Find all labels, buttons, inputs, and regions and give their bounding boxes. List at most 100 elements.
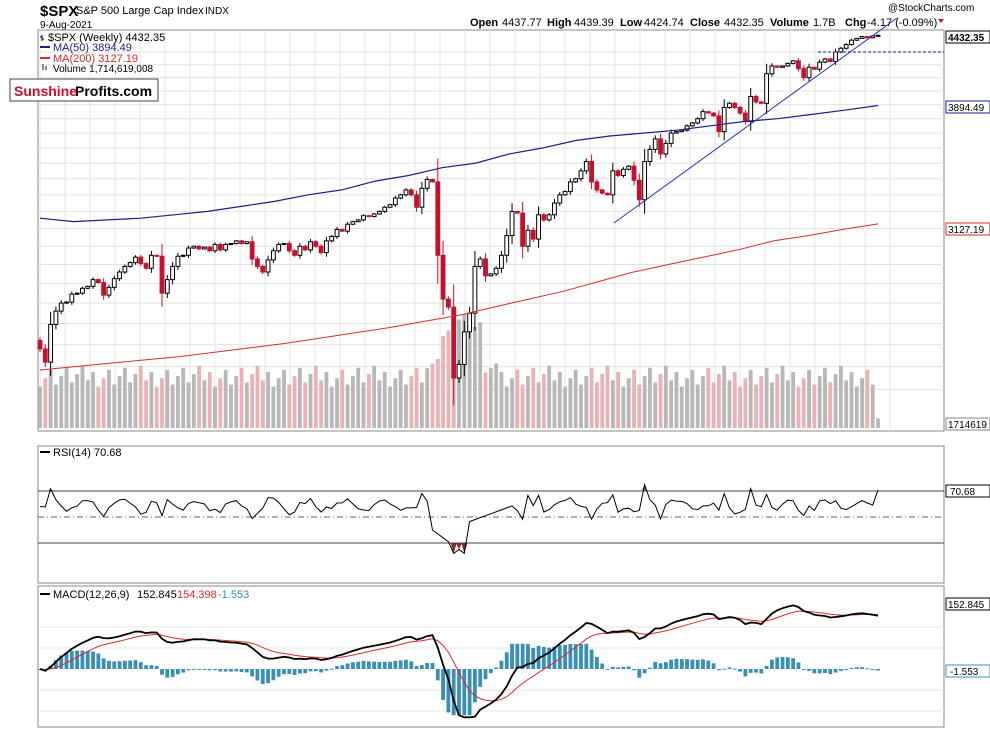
macd-hist-bar <box>860 667 864 669</box>
volume-bar <box>202 380 207 428</box>
macd-hist-bar <box>451 669 456 716</box>
exchange: INDX <box>205 6 229 17</box>
candle-body <box>339 228 345 232</box>
volume-bar <box>610 380 615 428</box>
volume-bar <box>324 371 329 428</box>
candle-body <box>451 306 457 379</box>
macd-hist-bar <box>801 668 806 670</box>
macd-hist-bar <box>663 662 668 669</box>
volume-bar <box>229 384 233 428</box>
candle-body <box>106 286 112 296</box>
macd-hist-bar <box>478 669 483 687</box>
volume-bar <box>616 371 621 428</box>
macd-hist-bar <box>817 669 822 674</box>
macd-hist-bar <box>276 669 281 677</box>
candle-body <box>589 161 595 183</box>
chart-date: 9-Aug-2021 <box>40 20 93 31</box>
volume-bar <box>626 378 631 428</box>
volume-bar <box>340 369 345 428</box>
candle-body <box>154 254 160 257</box>
volume-bar <box>796 386 801 428</box>
volume-bar <box>716 374 721 428</box>
candle-body <box>827 58 833 62</box>
volume-bar <box>91 371 95 428</box>
macd-hist-bar <box>653 662 658 669</box>
volume-bar <box>165 369 170 428</box>
candle-body <box>90 279 96 287</box>
macd-hist-bar <box>244 669 249 673</box>
volume-bar <box>276 378 281 428</box>
macd-hist-bar <box>701 659 705 669</box>
macd-hist-bar <box>308 669 313 672</box>
macd-hist-bar <box>202 668 207 670</box>
volume-bar <box>478 322 483 428</box>
macd-hist-bar <box>351 662 355 669</box>
volume-bar <box>85 380 90 428</box>
candle-body <box>689 122 695 127</box>
volume-bar <box>605 365 610 428</box>
chart-header: $SPX S&P 500 Large Cap Index INDX 9-Aug-… <box>40 3 974 31</box>
macd-hist-bar <box>669 659 674 669</box>
volume-bar <box>303 382 308 428</box>
macd-hist-bar <box>128 660 133 669</box>
candle-body <box>811 66 817 70</box>
volume-bar <box>679 386 684 428</box>
volume-bar <box>674 371 679 428</box>
candle-body <box>631 165 637 181</box>
price-legend: $SPX (Weekly) 4432.35 MA(50) 3894.49 MA(… <box>40 32 165 75</box>
macd-hist-bar <box>828 669 833 675</box>
candle-body <box>599 189 605 194</box>
candle-body <box>695 118 701 124</box>
candle-body <box>318 245 324 254</box>
macd-hist-bar <box>175 669 180 675</box>
volume-bar <box>54 384 58 428</box>
macd-hist-bar <box>404 659 408 669</box>
macd-hist-bar <box>372 661 377 669</box>
candle-body <box>711 112 716 117</box>
volume-bar <box>860 378 864 428</box>
candle-body <box>361 215 366 221</box>
candle-body <box>233 240 239 245</box>
volume-bar <box>207 371 212 428</box>
candle-body <box>329 235 335 242</box>
rsi-tag-box <box>945 484 990 498</box>
candle-body <box>191 245 197 249</box>
volume-bar <box>743 378 748 428</box>
volume-bar <box>865 369 870 428</box>
candle-body <box>430 179 435 183</box>
volume-bar <box>154 386 159 428</box>
macd-hist-bar <box>833 669 838 673</box>
macd-hist-bar <box>112 661 117 669</box>
volume-bar <box>669 380 674 428</box>
candle-body <box>419 187 425 208</box>
low-label: Low <box>620 17 642 29</box>
volume-bar <box>499 371 504 428</box>
macd-hist-value: -1.553 <box>218 589 249 601</box>
macd-hist-tag-box <box>945 664 990 678</box>
watermark: @StockCharts.com <box>888 3 974 14</box>
candles <box>37 34 881 406</box>
macd-hist-bar <box>430 663 435 669</box>
candle-body <box>202 246 207 250</box>
macd-hist-bar <box>213 669 217 671</box>
candle-body <box>334 228 340 237</box>
volume-bar <box>801 378 806 428</box>
macd-hist-bar <box>732 668 737 670</box>
candle-body <box>74 292 80 295</box>
macd-hist-bar <box>133 660 138 669</box>
volume-bar <box>488 368 493 428</box>
macd-hist-bar <box>303 669 308 674</box>
macd-hist-bar <box>377 661 382 669</box>
candle-body <box>308 241 313 251</box>
candle-body <box>658 138 663 155</box>
candle-body <box>504 235 510 256</box>
volume-bar <box>573 369 578 428</box>
macd-hist-bar <box>621 666 626 669</box>
macd-tag: 152.845 <box>948 600 985 611</box>
macd-hist-bar <box>759 669 764 674</box>
volume-bar <box>594 382 599 428</box>
candle-body <box>276 243 282 252</box>
macd-hist-bar <box>775 657 780 669</box>
rsi-legend: RSI(14) 70.68 <box>40 447 121 459</box>
volume-bar <box>648 367 652 428</box>
